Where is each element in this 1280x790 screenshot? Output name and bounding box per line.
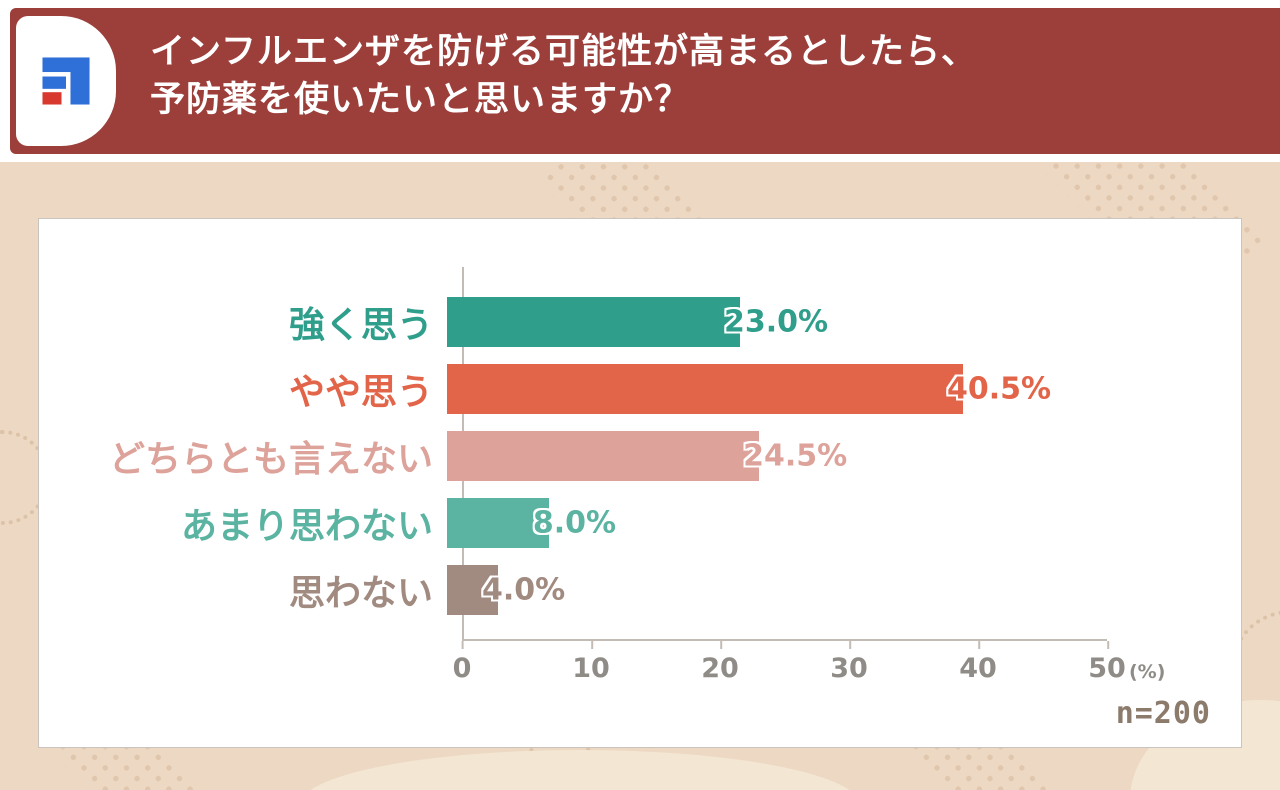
title-line-2: 予防薬を使いたいと思いますか？ (150, 80, 691, 120)
value-label: 4.0% (481, 572, 566, 608)
x-axis: 0 10 20 30 40 50 (%) (453, 639, 1165, 699)
bar-track: 40.5% (447, 364, 1084, 414)
x-axis-unit: (%) (1129, 661, 1166, 683)
x-tick-label: 50 (1088, 641, 1126, 684)
bar-row: やや思う 40.5% (39, 364, 1241, 414)
bar-track: 4.0% (447, 565, 1084, 615)
bar (447, 297, 741, 347)
x-tick-label: 0 (452, 641, 472, 684)
bar-row: 強く思う 23.0% (39, 297, 1241, 347)
x-tick-label: 20 (701, 641, 739, 684)
bar-track: 8.0% (447, 498, 1084, 548)
cream-blob (300, 750, 860, 790)
sample-size: n=200 (1115, 696, 1211, 731)
bar-row: 思わない 4.0% (39, 565, 1241, 615)
value-label: 8.0% (532, 505, 617, 541)
chart-card: 強く思う 23.0% やや思う 40.5% どちらとも言えない 24.5% (38, 218, 1242, 748)
category-label: やや思う (288, 372, 433, 413)
bar (447, 364, 963, 414)
bar-track: 24.5% (447, 431, 1084, 481)
value-label: 23.0% (724, 304, 829, 340)
category-label: どちらとも言えない (108, 439, 433, 480)
category-label: 思わない (288, 573, 433, 614)
value-label: 24.5% (743, 438, 848, 474)
bar (447, 565, 498, 615)
x-tick-label: 30 (830, 641, 868, 684)
bar-row: どちらとも言えない 24.5% (39, 431, 1241, 481)
brand-logo-icon (42, 57, 90, 105)
brand-logo (16, 16, 116, 146)
page-title: インフルエンザを防げる可能性が高まるとしたら、 予防薬を使いたいと思いますか？ (150, 28, 977, 124)
category-label: 強く思う (288, 305, 433, 346)
x-tick-label: 10 (572, 641, 610, 684)
bar (447, 498, 549, 548)
value-label: 40.5% (946, 371, 1052, 407)
bar-chart: 強く思う 23.0% やや思う 40.5% どちらとも言えない 24.5% (39, 297, 1241, 632)
bar-row: あまり思わない 8.0% (39, 498, 1241, 548)
title-line-1: インフルエンザを防げる可能性が高まるとしたら、 (150, 32, 977, 72)
bar-track: 23.0% (447, 297, 1084, 347)
x-tick-label: 40 (959, 641, 997, 684)
bar (447, 431, 760, 481)
category-label: あまり思わない (180, 506, 433, 547)
